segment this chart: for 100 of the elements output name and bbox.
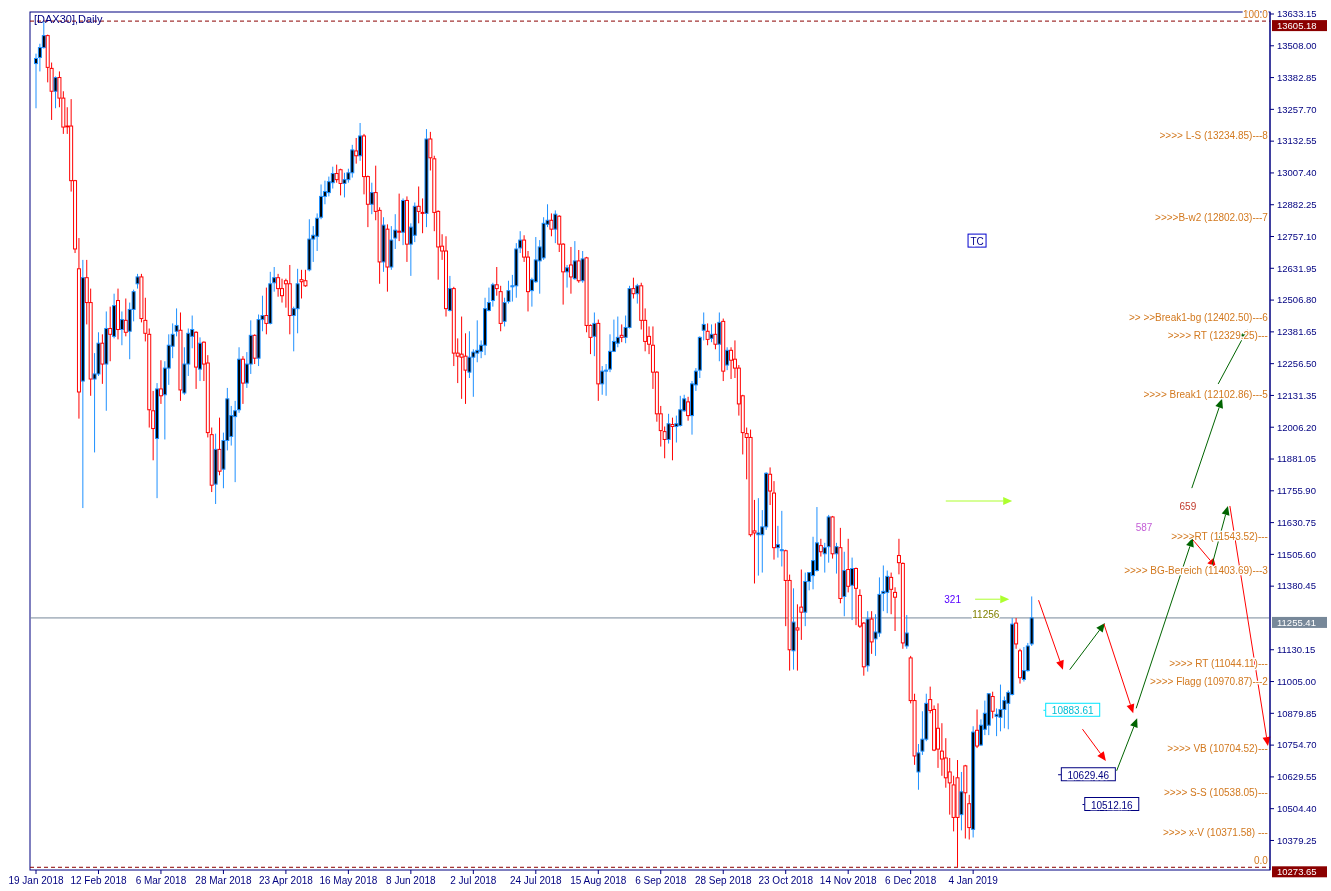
y-tick-label: 13633.15: [1277, 8, 1317, 20]
x-tick-label: 24 Jul 2018: [509, 875, 563, 886]
candlestick: [369, 182, 374, 215]
y-tick-label: 11380.45: [1277, 580, 1316, 592]
annotation: >>>> x-V (10371.58) ---: [1162, 827, 1268, 839]
candlestick: [834, 542, 839, 575]
candlestick: [998, 684, 1003, 732]
candlestick: [990, 691, 995, 719]
candlestick: [123, 298, 128, 337]
y-tick-label: 13508.00: [1277, 40, 1317, 52]
candlestick: [354, 137, 359, 165]
candlestick: [565, 264, 570, 289]
y-tick-label: 13007.40: [1277, 167, 1317, 179]
annotation: 100.0: [1242, 9, 1269, 21]
y-tick-label: 12631.95: [1277, 262, 1317, 274]
candlestick: [158, 359, 163, 405]
candlestick: [631, 277, 636, 300]
annotation: 587: [1135, 521, 1153, 533]
x-tick-label: 28 Sep 2018: [694, 875, 753, 886]
x-tick-label: 12 Feb 2018: [70, 875, 127, 886]
candlestick: [670, 417, 675, 461]
candlestick: [850, 557, 855, 621]
candlestick: [264, 287, 269, 335]
x-tick-label: 6 Mar 2018: [135, 875, 187, 886]
candlestick: [725, 346, 730, 371]
candlestick: [967, 794, 972, 841]
candlestick: [818, 538, 823, 558]
candlestick: [666, 413, 671, 445]
x-tick-label: 15 Aug 2018: [570, 875, 627, 886]
y-tick-label: 13257.70: [1277, 103, 1317, 115]
candlestick: [572, 240, 577, 281]
annotation: 11256: [972, 608, 1000, 620]
candlestick: [615, 316, 620, 348]
candlestick: [108, 306, 113, 362]
candlestick: [779, 510, 784, 567]
y-tick-label: 13132.55: [1277, 135, 1317, 147]
x-tick-label: 16 May 2018: [319, 875, 378, 886]
candlestick: [846, 538, 851, 593]
candlestick: [397, 193, 402, 242]
y-tick-label: 10379.25: [1277, 834, 1317, 846]
x-tick-label: 23 Oct 2018: [758, 875, 814, 886]
annotation: 10629.46: [1067, 769, 1110, 781]
candlestick: [576, 249, 581, 284]
candlestick: [1014, 617, 1019, 650]
y-tick-label: 11755.90: [1277, 485, 1316, 497]
candlestick: [459, 316, 464, 400]
x-tick-label: 4 Jan 2019: [948, 875, 999, 886]
x-tick-label: 14 Nov 2018: [819, 875, 877, 886]
y-tick-label: 10879.85: [1277, 707, 1317, 719]
y-tick-label: 11630.75: [1277, 516, 1316, 528]
x-tick-label: 6 Dec 2018: [885, 875, 937, 886]
x-tick-label: 2 Jul 2018: [450, 875, 497, 886]
y-tick-label: 13382.85: [1277, 71, 1317, 83]
annotation: >>>>B-w2 (12802.03)---7: [1155, 212, 1269, 224]
ref-line-label: 11255.41: [1277, 616, 1316, 628]
candlestick: [119, 310, 124, 346]
candlestick: [686, 396, 691, 422]
candlestick: [358, 122, 363, 162]
annotation: >>>> VB (10704.52)---: [1167, 742, 1268, 754]
candlestick: [959, 771, 964, 831]
annotation: 659: [1179, 500, 1197, 512]
candlestick: [854, 566, 858, 626]
candlestick: [490, 282, 495, 308]
y-tick-label: 12381.65: [1277, 326, 1317, 338]
candlestick: [240, 355, 245, 405]
x-tick-label: 19 Jan 2018: [8, 875, 64, 886]
chart-title: [DAX30],Daily: [34, 13, 103, 25]
annotation: 10512.16: [1090, 799, 1134, 811]
annotation: 10883.61: [1051, 705, 1094, 717]
y-tick-label: 10504.40: [1277, 803, 1317, 815]
annotation: 321: [944, 594, 962, 606]
candlestick: [280, 278, 284, 304]
y-tick-label: 12882.25: [1277, 199, 1317, 211]
annotation: >>>> S-S (10538.05)---: [1164, 786, 1268, 798]
y-tick-label: 10629.55: [1277, 771, 1317, 783]
candlestick: [756, 497, 761, 577]
annotation: TC: [970, 236, 984, 248]
candlestick: [342, 172, 347, 198]
candlestick: [338, 168, 343, 196]
y-tick-label: 11005.00: [1277, 675, 1316, 687]
ref-line-label: 10273.65: [1277, 866, 1317, 878]
y-tick-label: 12256.50: [1277, 357, 1317, 369]
candlestick: [447, 275, 452, 312]
annotation: >>>> Break1 (12102.86)---5: [1143, 388, 1269, 400]
annotation: >>>> L-S (13234.85)---8: [1159, 129, 1269, 141]
y-tick-label: 11881.05: [1277, 453, 1316, 465]
candlestick: [994, 707, 999, 737]
y-tick-label: 12506.80: [1277, 294, 1317, 306]
candlestick: [549, 212, 554, 237]
x-tick-label: 23 Apr 2018: [258, 875, 314, 886]
candlestick: [53, 76, 58, 109]
y-tick-label: 11505.60: [1277, 548, 1316, 560]
candlestick: [600, 365, 605, 396]
candlestick: [904, 614, 909, 650]
candlestick: [568, 246, 573, 295]
y-tick-label: 12757.10: [1277, 230, 1317, 242]
x-tick-label: 8 Jun 2018: [386, 875, 437, 886]
y-tick-label: 11130.15: [1277, 644, 1316, 656]
y-tick-label: 12131.35: [1277, 389, 1317, 401]
y-tick-label: 10754.70: [1277, 739, 1317, 751]
